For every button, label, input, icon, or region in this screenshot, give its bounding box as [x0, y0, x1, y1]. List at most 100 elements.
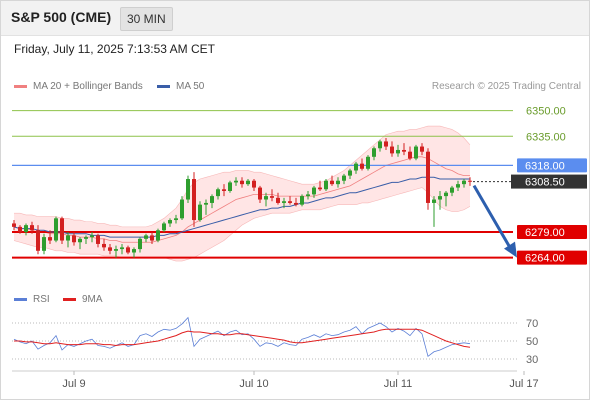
candle-body: [234, 180, 238, 183]
candle-body: [456, 184, 460, 188]
candle: [378, 139, 382, 152]
candle-body: [330, 180, 334, 185]
rsi-legend: RSI: [14, 294, 50, 305]
candle-body: [48, 237, 52, 241]
candle: [156, 228, 160, 243]
ma50-swatch: [157, 85, 170, 88]
candle-body: [390, 146, 394, 154]
candle-body: [414, 146, 418, 159]
candle-body: [354, 163, 358, 171]
candle: [90, 231, 94, 243]
candle-body: [444, 192, 448, 197]
bollinger-upper-line: [14, 125, 471, 228]
candle: [132, 247, 136, 258]
candle: [408, 146, 412, 161]
candle: [180, 196, 184, 221]
candle-body: [240, 180, 244, 185]
candle-body: [24, 225, 28, 232]
candle: [264, 192, 268, 207]
interval-button[interactable]: 30 MIN: [120, 7, 173, 31]
ma50-line: [13, 176, 470, 238]
candle-body: [120, 247, 124, 250]
candle: [228, 180, 232, 193]
timestamp: Friday, July 11, 2025 7:13:53 AM CET: [14, 42, 215, 56]
candle-body: [408, 151, 412, 159]
candle-body: [12, 223, 16, 227]
ma50-legend-label: MA 50: [176, 81, 205, 92]
candle: [432, 196, 436, 227]
candle: [444, 190, 448, 207]
candle: [24, 223, 28, 236]
projection-arrow-shaft: [472, 184, 512, 249]
candle: [192, 172, 196, 227]
candle-body: [192, 179, 196, 221]
candle-body: [402, 149, 406, 152]
candle-body: [90, 235, 94, 238]
candle: [330, 175, 334, 186]
candle: [396, 144, 400, 157]
candle: [276, 192, 280, 205]
level-label-target: 6335.00: [526, 131, 566, 143]
candle-body: [60, 218, 64, 241]
candle: [450, 185, 454, 197]
rsi-line: [13, 316, 471, 357]
candle: [270, 189, 274, 202]
candle: [312, 185, 316, 198]
candle-body: [18, 226, 22, 232]
candle-body: [366, 156, 370, 169]
candle-body: [216, 189, 220, 197]
credit-text: Research © 2025 Trading Central: [431, 81, 581, 92]
last-price-tag: [511, 174, 587, 189]
candle: [150, 231, 154, 244]
candle-body: [36, 230, 40, 251]
candle: [306, 190, 310, 200]
candle: [198, 201, 202, 222]
candle: [30, 221, 34, 234]
bollinger-legend-label: MA 20 + Bollinger Bands: [33, 81, 143, 92]
candle: [186, 175, 190, 203]
candle: [336, 177, 340, 188]
x-axis-label: Jul 11: [384, 378, 413, 390]
level-label-target: 6350.00: [526, 106, 566, 118]
candle: [234, 177, 238, 186]
candle: [360, 158, 364, 171]
candle: [366, 155, 370, 171]
candle-body: [348, 170, 352, 176]
level-label-support: 6279.00: [525, 227, 565, 239]
level-label-pivot: 6318.00: [525, 160, 565, 172]
projection-arrow-head: [504, 241, 517, 258]
candle: [18, 225, 22, 234]
candle-body: [186, 179, 190, 200]
candle: [60, 216, 64, 244]
candle-body: [84, 237, 88, 239]
candle-body: [360, 163, 364, 169]
candle-body: [102, 243, 106, 248]
instrument-title: S&P 500 (CME): [11, 9, 112, 25]
rsi-legend-label: RSI: [33, 294, 50, 305]
last-price-label: 6308.50: [525, 177, 565, 189]
candle-body: [66, 235, 70, 241]
x-axis-label: Jul 10: [239, 378, 268, 390]
candle: [288, 196, 292, 205]
candle-body: [324, 180, 328, 190]
candle-body: [336, 180, 340, 185]
rsi-swatch: [14, 298, 27, 301]
rsi-level-label: 50: [526, 336, 538, 348]
candle-body: [312, 187, 316, 195]
candle-body: [426, 151, 430, 203]
candle: [252, 179, 256, 191]
candle: [354, 161, 358, 174]
candle-body: [108, 247, 112, 251]
candle-body: [300, 196, 304, 205]
candle-body: [246, 180, 250, 185]
candle-body: [174, 218, 178, 221]
candle: [120, 243, 124, 255]
candle: [342, 173, 346, 185]
rsi-level-label: 70: [526, 318, 538, 330]
candle-body: [132, 249, 136, 253]
candle: [96, 233, 100, 248]
candle-body: [198, 204, 202, 221]
candle: [324, 179, 328, 191]
candle-body: [114, 249, 118, 251]
